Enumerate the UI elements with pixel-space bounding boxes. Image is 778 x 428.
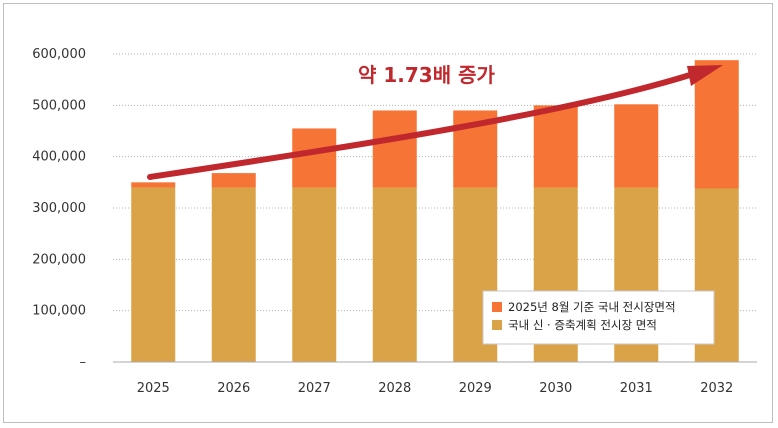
trend-arrow (147, 72, 693, 180)
bar-current-area (292, 128, 337, 188)
x-tick-label: 2029 (459, 381, 492, 396)
x-tick-label: 2027 (298, 381, 331, 396)
y-tick-label: 500,000 (32, 98, 86, 113)
trend-arrowhead (687, 65, 723, 86)
x-tick-label: 2032 (700, 381, 733, 396)
bar-current-area (694, 60, 739, 189)
x-tick-label: 2028 (378, 381, 411, 396)
x-tick-label: 2030 (539, 381, 572, 396)
y-tick-label: 400,000 (32, 150, 86, 165)
bar-planned-area (211, 187, 256, 362)
legend-swatch (492, 302, 502, 312)
x-tick-label: 2026 (217, 381, 250, 396)
x-tick-label: 2031 (620, 381, 653, 396)
y-tick-label: – (80, 355, 87, 370)
growth-annotation: 약 1.73배 증가 (358, 63, 495, 87)
x-tick-label: 2025 (137, 381, 170, 396)
bar-current-area (614, 104, 659, 188)
y-tick-label: 100,000 (32, 304, 86, 319)
bar-planned-area (372, 187, 417, 362)
bar-current-area (533, 105, 578, 188)
y-tick-label: 300,000 (32, 201, 86, 216)
bar-planned-area (131, 187, 176, 362)
bar-planned-area (292, 187, 337, 362)
legend-swatch (492, 320, 502, 330)
legend-label: 2025년 8월 기준 국내 전시장면적 (508, 300, 676, 314)
bar-current-area (131, 182, 176, 188)
y-tick-label: 600,000 (32, 47, 86, 62)
bar-current-area (211, 173, 256, 188)
legend-box (482, 290, 715, 345)
legend-label: 국내 신 · 증축계획 전시장 면적 (508, 318, 657, 332)
y-tick-label: 200,000 (32, 252, 86, 267)
bar-current-area (372, 110, 417, 188)
